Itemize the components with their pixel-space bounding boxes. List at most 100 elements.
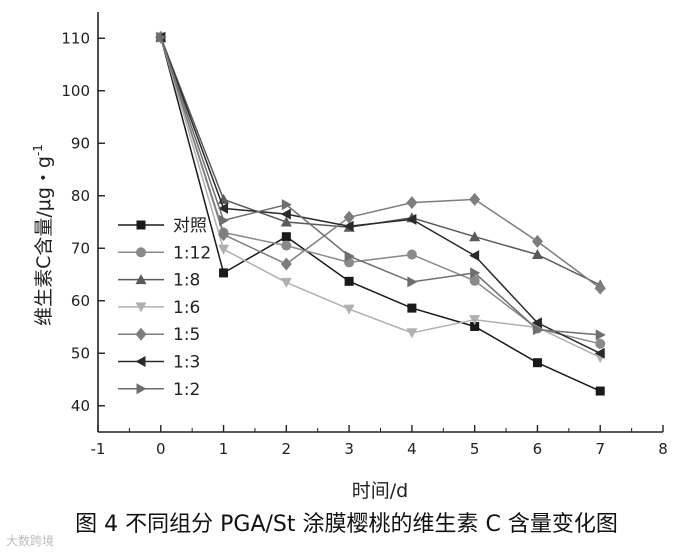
marker-triangle-up	[135, 274, 147, 285]
marker-triangle-up	[531, 249, 543, 260]
marker-diamond	[594, 281, 606, 295]
y-axis-label-group: 维生素C含量/μg・g-1	[31, 144, 55, 326]
x-tick-label: 7	[595, 440, 605, 458]
marker-triangle-down	[135, 302, 147, 313]
y-tick-label: 80	[71, 187, 90, 205]
legend-label: 1:12	[173, 243, 211, 263]
series-layer	[155, 30, 606, 396]
series-6	[155, 31, 605, 359]
marker-circle	[469, 275, 480, 286]
x-tick-label: 4	[407, 440, 417, 458]
x-tick-label: 0	[156, 440, 166, 458]
marker-triangle-right	[136, 383, 147, 395]
marker-triangle-left	[280, 208, 291, 220]
series-line	[160, 36, 601, 336]
marker-square	[344, 276, 354, 286]
legend-item: 1:12	[118, 243, 211, 263]
marker-diamond	[218, 228, 230, 242]
marker-triangle-left	[218, 202, 229, 214]
marker-triangle-left	[343, 220, 354, 232]
marker-triangle-right	[470, 267, 481, 279]
marker-triangle-left	[594, 347, 605, 359]
legend-label: 1:5	[173, 325, 200, 345]
series-line	[160, 36, 601, 289]
marker-square	[470, 321, 480, 331]
y-axis: 40 50 60 70 80 90 100 110	[61, 29, 105, 415]
marker-triangle-up	[280, 216, 292, 227]
legend-item: 1:8	[118, 271, 200, 291]
y-tick-label: 60	[71, 292, 90, 310]
marker-diamond	[469, 192, 481, 206]
series-line	[160, 37, 601, 392]
series-7	[156, 31, 606, 341]
marker-square	[281, 232, 291, 242]
y-axis-label: 维生素C含量/μg・g	[33, 156, 55, 326]
legend-label: 1:6	[173, 298, 200, 318]
marker-square	[407, 303, 417, 313]
marker-circle	[281, 240, 292, 251]
marker-square	[219, 268, 229, 278]
y-tick-label: 70	[71, 239, 90, 257]
marker-triangle-down	[469, 315, 481, 326]
marker-triangle-right	[219, 214, 230, 226]
marker-circle	[406, 249, 417, 260]
y-tick-label: 110	[61, 29, 90, 47]
legend-label: 1:8	[173, 271, 200, 291]
svg-text:维生素C含量/μg・g-1: 维生素C含量/μg・g-1	[31, 144, 55, 326]
legend: 对照 1:12 1:8 1:6 1:5 1:3 1:2	[118, 216, 211, 400]
x-tick-label: 5	[470, 440, 480, 458]
legend-label: 对照	[173, 216, 207, 236]
x-tick-label: 1	[219, 440, 229, 458]
legend-item: 1:3	[118, 353, 200, 373]
marker-triangle-down	[218, 244, 230, 255]
x-tick-label: 3	[344, 440, 354, 458]
y-tick-label: 50	[71, 344, 90, 362]
marker-triangle-left	[406, 213, 417, 225]
marker-triangle-right	[156, 31, 167, 43]
marker-diamond	[531, 234, 543, 248]
x-axis-label: 时间/d	[352, 480, 408, 502]
marker-triangle-left	[135, 356, 146, 367]
marker-diamond	[406, 196, 418, 210]
series-line	[160, 36, 601, 354]
figure-caption: 图 4 不同组分 PGA/St 涂膜樱桃的维生素 C 含量变化图	[75, 512, 618, 537]
marker-square	[595, 386, 605, 396]
series-2	[155, 32, 606, 349]
x-axis: -1 0 1 2 3 4 5 6 7 8	[91, 425, 668, 458]
series-1	[156, 32, 605, 396]
marker-circle	[595, 338, 606, 349]
watermark-text: 大数跨境	[6, 534, 55, 548]
series-line	[160, 36, 601, 345]
legend-item: 1:5	[118, 325, 200, 345]
y-tick-label: 100	[61, 82, 90, 100]
marker-diamond	[343, 210, 355, 224]
marker-square	[532, 358, 542, 368]
marker-triangle-right	[344, 250, 355, 262]
legend-label: 1:3	[173, 353, 200, 373]
marker-triangle-right	[281, 199, 292, 211]
marker-triangle-right	[407, 276, 418, 288]
marker-triangle-left	[469, 250, 480, 262]
marker-triangle-right	[532, 324, 543, 336]
x-tick-label: 8	[658, 440, 668, 458]
marker-triangle-left	[531, 317, 542, 329]
marker-triangle-down	[406, 328, 418, 339]
y-tick-label: 40	[71, 397, 90, 415]
series-line	[160, 36, 601, 359]
marker-square	[136, 220, 146, 230]
legend-item: 1:2	[118, 380, 200, 400]
x-tick-label: -1	[91, 440, 106, 458]
legend-item: 对照	[118, 216, 207, 236]
y-axis-label-superscript: -1	[31, 144, 45, 156]
x-tick-label: 2	[282, 440, 292, 458]
marker-triangle-up	[469, 231, 481, 242]
x-tick-label: 6	[533, 440, 543, 458]
y-tick-label: 90	[71, 134, 90, 152]
series-5	[155, 30, 606, 295]
line-chart: 40 50 60 70 80 90 100 110 -1 0 1 2 3 4 5 6 7 8 对照 1:12 1:8…	[31, 12, 668, 502]
marker-diamond	[135, 327, 147, 341]
marker-diamond	[280, 257, 292, 271]
marker-triangle-down	[280, 277, 292, 288]
legend-label: 1:2	[173, 380, 200, 400]
marker-triangle-right	[595, 329, 606, 341]
